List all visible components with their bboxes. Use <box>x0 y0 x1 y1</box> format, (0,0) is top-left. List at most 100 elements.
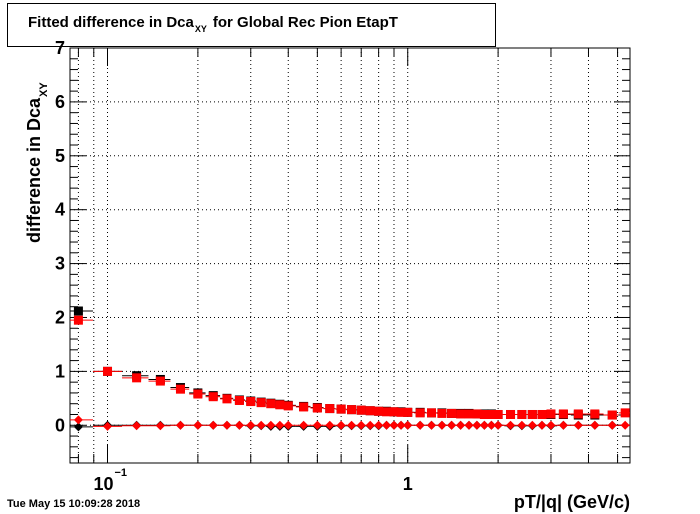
data-point <box>336 404 346 414</box>
data-point <box>365 406 375 416</box>
data-point <box>73 315 83 325</box>
data-point <box>558 420 568 430</box>
data-point <box>437 408 447 418</box>
y-tick-label: 1 <box>55 361 65 381</box>
data-point <box>573 420 583 430</box>
data-point <box>403 407 413 417</box>
data-point <box>620 408 630 418</box>
data-point <box>365 420 375 430</box>
data-point <box>266 420 276 430</box>
data-point <box>479 409 489 419</box>
y-tick-label: 3 <box>55 254 65 274</box>
data-point <box>396 407 406 417</box>
data-point <box>506 409 516 419</box>
data-series <box>70 306 630 432</box>
data-point <box>256 420 266 430</box>
data-point <box>103 366 113 376</box>
data-point <box>527 420 537 430</box>
data-point <box>486 420 496 430</box>
data-point <box>620 420 630 430</box>
data-point <box>312 403 322 413</box>
data-point <box>590 420 600 430</box>
data-point <box>155 376 165 386</box>
data-point <box>493 420 503 430</box>
data-point <box>325 404 335 414</box>
data-point <box>283 420 293 430</box>
data-point <box>299 420 309 430</box>
data-point <box>607 410 617 420</box>
data-point <box>558 409 568 419</box>
data-point <box>389 407 399 417</box>
data-point <box>493 409 503 419</box>
x-tick-label: 1 <box>403 474 413 494</box>
axis-ticks <box>70 47 630 463</box>
data-point <box>222 420 232 430</box>
data-point <box>447 408 457 418</box>
data-point <box>464 409 474 419</box>
data-point <box>472 420 482 430</box>
data-point <box>607 420 617 430</box>
data-point <box>546 409 556 419</box>
data-point <box>193 389 203 399</box>
data-point <box>283 401 293 411</box>
data-point <box>472 409 482 419</box>
data-point <box>266 399 276 409</box>
x-tick-label-exponent: −1 <box>115 467 128 479</box>
data-point <box>132 373 142 383</box>
data-point <box>396 420 406 430</box>
data-point <box>527 409 537 419</box>
data-point <box>222 394 232 404</box>
data-point <box>456 420 466 430</box>
y-tick-label: 5 <box>55 146 65 166</box>
data-point <box>415 420 425 430</box>
data-point <box>347 405 357 415</box>
series-3 <box>70 415 630 431</box>
data-point <box>347 420 357 430</box>
data-point <box>73 422 83 432</box>
data-point <box>73 306 83 316</box>
data-point <box>356 405 366 415</box>
data-point <box>73 415 83 425</box>
data-point <box>382 407 392 417</box>
y-tick-label: 7 <box>55 38 65 58</box>
data-point <box>155 421 165 431</box>
data-point <box>299 402 309 412</box>
data-point <box>246 397 256 407</box>
data-point <box>437 420 447 430</box>
data-point <box>479 420 489 430</box>
plot-frame <box>69 47 631 464</box>
y-tick-label: 4 <box>55 200 65 220</box>
data-point <box>573 409 583 419</box>
y-tick-label: 0 <box>55 415 65 435</box>
data-point <box>415 408 425 418</box>
data-point <box>447 420 457 430</box>
data-point <box>275 400 285 410</box>
grid-lines <box>70 47 630 463</box>
data-point <box>382 420 392 430</box>
data-point <box>456 409 466 419</box>
data-point <box>234 395 244 405</box>
data-point <box>403 420 413 430</box>
data-point <box>590 409 600 419</box>
data-point <box>537 420 547 430</box>
data-point <box>275 420 285 430</box>
data-point <box>506 420 516 430</box>
data-point <box>325 420 335 430</box>
data-point <box>374 406 384 416</box>
data-point <box>374 420 384 430</box>
data-point <box>175 420 185 430</box>
data-point <box>517 409 527 419</box>
data-point <box>256 398 266 408</box>
data-point <box>356 420 366 430</box>
title-main: Fitted difference in Dca <box>28 14 194 31</box>
data-point <box>208 420 218 430</box>
y-tick-label: 6 <box>55 92 65 112</box>
data-point <box>175 384 185 394</box>
data-point <box>312 420 322 430</box>
data-point <box>246 420 256 430</box>
data-point <box>427 420 437 430</box>
ylabel-subscript: XY <box>38 82 50 97</box>
data-point <box>464 420 474 430</box>
series-0 <box>70 306 621 420</box>
